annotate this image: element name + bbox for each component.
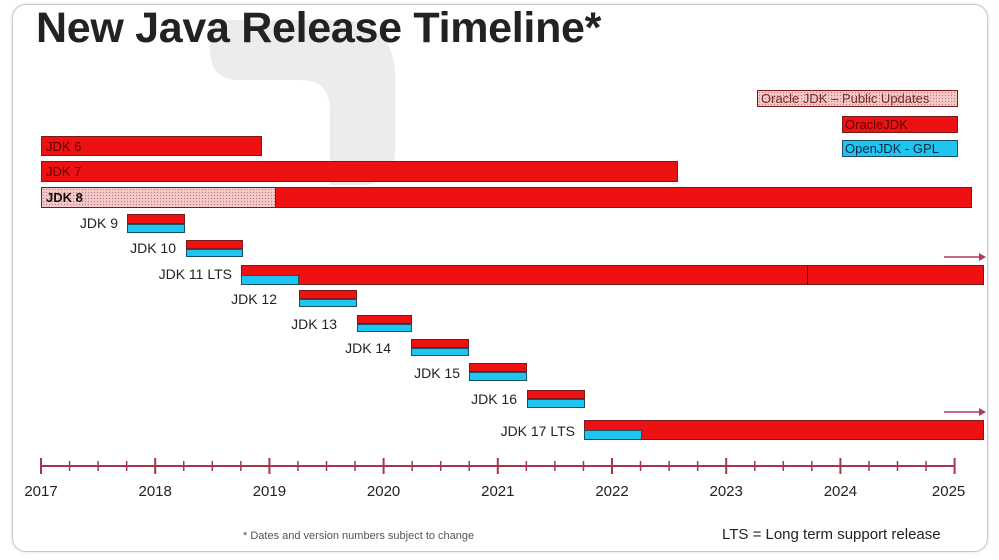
- page-title: New Java Release Timeline*: [36, 4, 602, 52]
- axis-year-label: 2017: [24, 483, 58, 500]
- jdk14-openjdk-bar: [411, 348, 469, 356]
- jdk8-public-updates-segment: [41, 187, 276, 208]
- jdk11-label: JDK 11 LTS: [158, 266, 232, 282]
- axis-year-label: 2022: [595, 483, 629, 500]
- jdk16-oracle-bar: [527, 390, 585, 399]
- axis-year-label: 2025: [931, 483, 966, 500]
- jdk13-label: JDK 13: [291, 316, 337, 332]
- legend-public-updates-label: Oracle JDK – Public Updates: [761, 91, 930, 106]
- legend-oraclejdk-swatch: [842, 116, 958, 133]
- axis-year-label: 2018: [138, 483, 172, 500]
- jdk17-openjdk-bar: [584, 430, 642, 440]
- jdk12-label: JDK 12: [231, 291, 277, 307]
- jdk16-label: JDK 16: [471, 391, 517, 407]
- jdk13-openjdk-bar: [357, 324, 412, 332]
- jdk11-divider: [807, 266, 808, 284]
- axis-year-label: 2024: [823, 483, 858, 500]
- jdk14-oracle-bar: [411, 339, 469, 348]
- axis-year-label: 2023: [709, 483, 743, 500]
- jdk17-continues-arrow-icon: [944, 408, 986, 416]
- footnote: * Dates and version numbers subject to c…: [243, 530, 475, 542]
- jdk6-bar: [41, 136, 262, 156]
- jdk14-label: JDK 14: [345, 340, 391, 356]
- jdk9-label: JDK 9: [79, 215, 118, 231]
- axis-year-label: 2021: [481, 483, 515, 500]
- axis-year-label: 2019: [252, 483, 287, 500]
- jdk9-oracle-bar: [127, 214, 185, 224]
- axis-year-label: 2020: [366, 483, 401, 500]
- jdk15-openjdk-bar: [469, 372, 527, 381]
- legend-openjdk-swatch: [842, 140, 958, 157]
- jdk15-oracle-bar: [469, 363, 527, 372]
- legend-oraclejdk-label: OracleJDK: [845, 117, 908, 132]
- jdk6-label: JDK 6: [46, 139, 82, 154]
- jdk17-label: JDK 17 LTS: [500, 423, 575, 439]
- jdk12-oracle-bar: [299, 290, 357, 299]
- jdk12-openjdk-bar: [299, 299, 357, 307]
- jdk8-label: JDK 8: [46, 190, 83, 205]
- watermark-logo: [210, 20, 395, 185]
- legend-public-updates-swatch: [757, 90, 958, 107]
- jdk7-label: JDK 7: [46, 164, 82, 179]
- lts-note: LTS = Long term support release: [722, 526, 941, 543]
- jdk11-continues-arrow-icon: [944, 253, 986, 261]
- jdk11-openjdk-bar: [241, 275, 299, 285]
- jdk9-openjdk-bar: [127, 224, 185, 233]
- jdk7-bar: [41, 161, 678, 182]
- legend-openjdk-label: OpenJDK - GPL: [845, 141, 939, 156]
- jdk16-openjdk-bar: [527, 399, 585, 408]
- jdk10-label: JDK 10: [130, 240, 176, 256]
- jdk15-label: JDK 15: [414, 365, 460, 381]
- jdk13-oracle-bar: [357, 315, 412, 324]
- jdk10-openjdk-bar: [186, 249, 243, 257]
- jdk10-oracle-bar: [186, 240, 243, 249]
